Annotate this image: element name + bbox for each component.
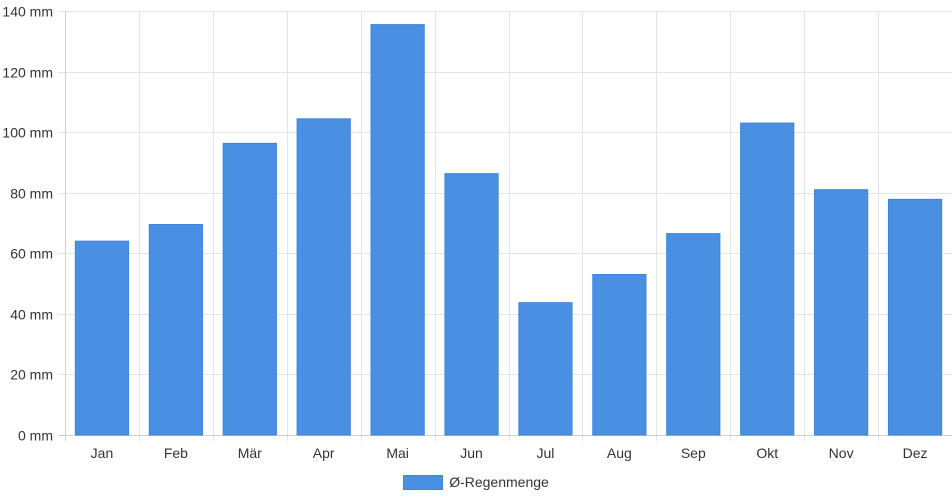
bar-sep <box>666 233 721 436</box>
bar-dez <box>887 198 943 436</box>
x-tick-label: Mär <box>238 445 262 461</box>
bar-aug <box>592 273 647 436</box>
x-tick-label: Feb <box>164 445 188 461</box>
y-tick-label: 0 mm <box>18 428 53 444</box>
y-tick-label: 20 mm <box>10 367 53 383</box>
bar-nov <box>814 189 869 436</box>
bar-jun <box>444 173 499 436</box>
bar-apr <box>296 118 351 436</box>
y-tick-label: 120 mm <box>2 65 53 81</box>
x-tick-label: Nov <box>829 445 854 461</box>
chart-legend: Ø-Regenmenge <box>0 472 952 492</box>
y-tick-label: 140 mm <box>2 4 53 20</box>
x-tick-label: Apr <box>313 445 335 461</box>
y-tick-label: 60 mm <box>10 246 53 262</box>
x-tick-label: Jun <box>460 445 483 461</box>
legend-label: Ø-Regenmenge <box>449 474 549 490</box>
x-tick-label: Jan <box>91 445 114 461</box>
x-tick-label: Jul <box>537 445 555 461</box>
legend-swatch <box>403 474 444 490</box>
legend-item-rainfall[interactable]: Ø-Regenmenge <box>403 474 549 490</box>
bar-okt <box>740 122 795 436</box>
y-tick-label: 100 mm <box>2 125 53 141</box>
y-tick-label: 80 mm <box>10 186 53 202</box>
bar-jan <box>74 240 130 436</box>
x-tick-label: Dez <box>903 445 928 461</box>
bar-mai <box>370 24 425 436</box>
bar-mär <box>222 142 277 436</box>
y-tick-label: 40 mm <box>10 307 53 323</box>
x-tick-label: Aug <box>607 445 632 461</box>
x-tick-label: Okt <box>756 445 778 461</box>
x-tick-label: Sep <box>681 445 706 461</box>
bar-jul <box>518 302 573 436</box>
bar-feb <box>148 224 203 436</box>
x-tick-label: Mai <box>386 445 409 461</box>
